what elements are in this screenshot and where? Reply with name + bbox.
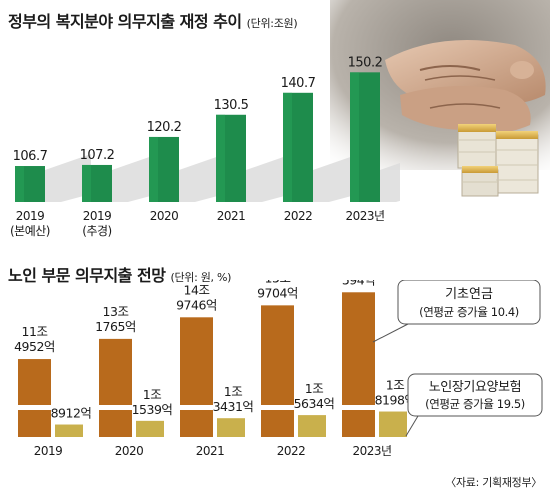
chart1-bar-highlight <box>283 92 292 202</box>
chart2-value-label-ltc: 1조 <box>224 384 242 399</box>
chart2-bar-pension-upper <box>261 305 294 405</box>
chart2-title: 노인 부문 의무지출 전망 <box>8 266 166 285</box>
chart2-value-label-pension: 9704억 <box>257 285 298 300</box>
chart1-value-label: 120.2 <box>147 120 182 135</box>
chart2-bar-pension-upper <box>99 338 132 405</box>
chart2-value-label-pension: 14조 <box>184 282 210 297</box>
legend-pension-box <box>397 280 541 325</box>
chart2-unit: (단위: 원, %) <box>170 271 232 284</box>
chart1-value-label: 107.2 <box>80 148 115 163</box>
chart1-value-label: 140.7 <box>281 76 316 91</box>
chart1-bar-shadow <box>45 154 91 202</box>
chart2-value-label-pension: 9746억 <box>176 297 217 312</box>
chart2-value-label-pension: 594억 <box>342 280 375 287</box>
chart2-value-label-ltc: 8198억 <box>375 393 416 408</box>
legend-pension-leader <box>372 323 409 343</box>
chart2-value-label-ltc: 8912억 <box>51 406 92 421</box>
chart1-bar-highlight <box>149 136 158 202</box>
chart2-category-label: 2023년 <box>352 444 391 458</box>
legend-ltc-box <box>407 373 543 417</box>
chart2-bar-ltc <box>136 420 164 437</box>
chart2-bar-pension-lower <box>261 410 294 437</box>
chart2-bar-pension-lower <box>180 410 213 437</box>
chart2-bar-ltc <box>217 418 245 437</box>
chart1-value-label: 130.5 <box>214 98 249 113</box>
chart1-bar-highlight <box>82 164 91 202</box>
chart2-category-label: 2022 <box>277 444 306 458</box>
chart2-bar-ltc <box>298 415 326 437</box>
legend-pension-note: (연평균 증가율 10.4) <box>419 305 519 319</box>
chart2-value-label-ltc: 3431억 <box>213 399 254 414</box>
chart2-bar-pension-lower <box>99 410 132 437</box>
chart1-category-label: 2019 <box>83 209 112 223</box>
chart1-bar-shadow <box>179 154 225 202</box>
chart1-bar-shadow <box>112 154 158 202</box>
legend-pension-name: 기초연금 <box>445 287 493 302</box>
chart2-value-label-ltc: 1조 <box>305 381 323 396</box>
chart2-category-label: 2019 <box>34 444 63 458</box>
chart1-category-label: (본예산) <box>10 224 50 238</box>
chart1-title: 정부의 복지분야 의무지출 재정 추이 <box>8 12 242 31</box>
chart2-bar-pension-upper <box>180 317 213 405</box>
legend-ltc-name: 노인장기요양보험 <box>429 380 521 395</box>
chart1-bar-highlight <box>350 72 359 202</box>
legend-ltc-note: (연평균 증가율 19.5) <box>425 397 525 411</box>
chart2-value-label-pension: 1765억 <box>95 319 136 334</box>
elderly-hands-money-photo <box>330 0 550 197</box>
chart2-value-label-ltc: 1조 <box>386 378 404 393</box>
chart2-title-block: 노인 부문 의무지출 전망 (단위: 원, %) <box>8 262 231 286</box>
chart1-value-label: 150.2 <box>348 55 383 70</box>
chart2-category-label: 2020 <box>115 444 144 458</box>
chart2-value-label-ltc: 1539억 <box>132 402 173 417</box>
chart2-bar-ltc <box>379 411 407 437</box>
chart2-value-label-ltc: 5634억 <box>294 396 335 411</box>
chart2-bar-ltc <box>55 424 83 437</box>
chart2-value-label-pension: 4952억 <box>14 339 55 354</box>
chart2-bar-pension-lower <box>18 410 51 437</box>
chart1-bar-shadow <box>246 154 292 202</box>
chart1-value-label: 106.7 <box>13 149 48 164</box>
chart2-category-label: 2021 <box>196 444 225 458</box>
chart1-unit: (단위:조원) <box>246 17 298 30</box>
chart1-bar-shadow <box>380 163 400 202</box>
chart1-category-label: 2022 <box>284 209 313 223</box>
chart2-bar-pension-lower <box>342 410 375 437</box>
chart1-category-label: 2021 <box>217 209 246 223</box>
chart1-category-label: (추경) <box>82 224 111 238</box>
legend-ltc-leader <box>405 415 419 437</box>
chart2-bar-pension-upper <box>342 292 375 405</box>
chart1-category-label: 2023년 <box>345 209 384 223</box>
chart1-category-label: 2020 <box>150 209 179 223</box>
chart2-value-label-pension: 15조 <box>265 280 291 285</box>
chart1-title-block: 정부의 복지분야 의무지출 재정 추이 (단위:조원) <box>8 8 298 32</box>
chart2-elderly-mandatory-spending: 11조4952억8912억201913조1765억1조1539억202014조9… <box>14 280 543 458</box>
chart1-bar-highlight <box>15 166 24 202</box>
chart2-value-label-ltc: 1조 <box>143 387 161 402</box>
chart2-value-label-pension: 11조 <box>22 324 48 339</box>
chart2-bar-pension-upper <box>18 359 51 405</box>
chart1-category-label: 2019 <box>16 209 45 223</box>
chart1-bar-shadow <box>313 154 359 202</box>
chart1-welfare-mandatory-spending: 106.72019(본예산)107.22019(추경)120.22020130.… <box>10 55 400 238</box>
chart1-bar-highlight <box>216 114 225 202</box>
chart2-value-label-pension: 13조 <box>103 304 129 319</box>
source-note: 〈자료: 기획재정부〉 <box>445 476 542 489</box>
